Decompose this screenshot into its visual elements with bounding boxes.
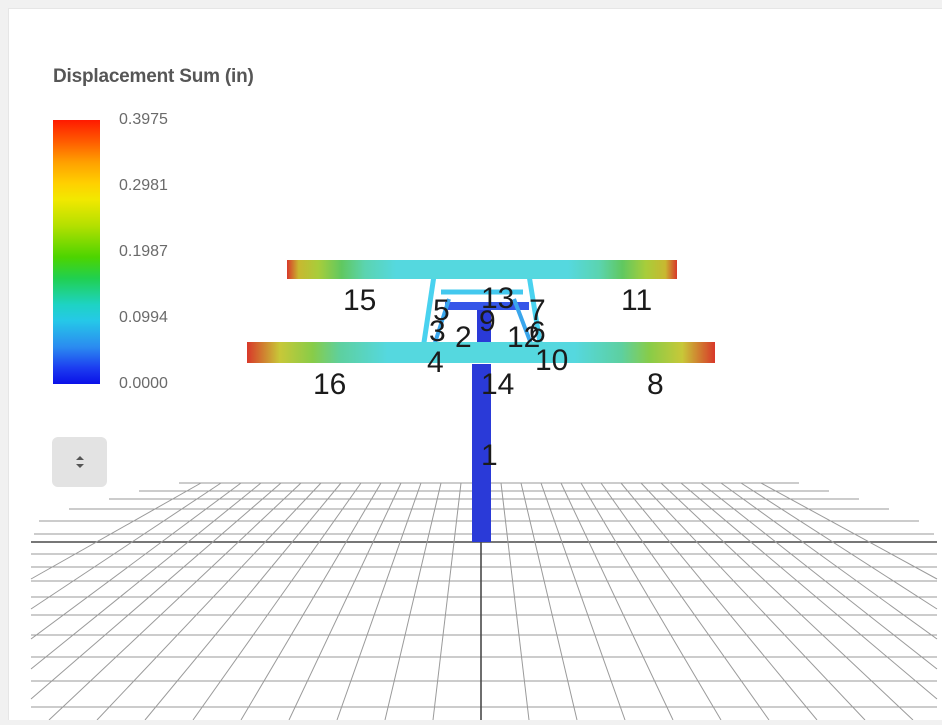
- node-label-7: 7: [529, 294, 546, 327]
- node-label-16: 16: [313, 368, 346, 401]
- 3d-model-scene[interactable]: 15 13 11 5 7 9 3 2 6 12 4 10 16 14 8 1: [9, 9, 942, 720]
- legend-colorbar: [53, 120, 100, 384]
- updown-chevron-icon: [75, 456, 84, 468]
- ground-grid: [30, 482, 938, 720]
- lower-beam[interactable]: [247, 342, 715, 363]
- structure-model[interactable]: [247, 260, 715, 542]
- legend-tick-3: 0.1987: [119, 243, 168, 260]
- brace-right-inner: [512, 298, 535, 350]
- node-label-8: 8: [647, 368, 664, 401]
- node-labels: 15 13 11 5 7 9 3 2 6 12 4 10 16 14 8 1: [313, 282, 664, 472]
- node-label-15: 15: [343, 284, 376, 317]
- node-label-4: 4: [427, 346, 444, 379]
- legend-title: Displacement Sum (in): [53, 66, 254, 87]
- legend-toggle-button[interactable]: [52, 437, 107, 487]
- brace-left-upper: [420, 268, 438, 350]
- node-label-3: 3: [429, 315, 446, 348]
- legend-tick-2: 0.2981: [119, 177, 168, 194]
- legend-tick-4: 0.0994: [119, 309, 168, 326]
- node-label-11: 11: [621, 284, 652, 317]
- node-label-14: 14: [481, 368, 514, 401]
- node-label-13: 13: [481, 282, 514, 315]
- legend-tick-max: 0.3975: [119, 111, 168, 128]
- node-label-5: 5: [433, 294, 450, 327]
- node-label-12: 12: [507, 321, 540, 354]
- brace-left-inner: [431, 298, 451, 350]
- upper-post: [477, 309, 491, 344]
- member-1-post[interactable]: [472, 364, 491, 542]
- legend-tick-min: 0.0000: [119, 375, 168, 392]
- upper-beam[interactable]: [287, 260, 677, 279]
- node-label-1: 1: [481, 439, 498, 472]
- node-label-10: 10: [535, 344, 568, 377]
- brace-right-upper: [525, 268, 544, 350]
- node-label-2: 2: [455, 321, 472, 354]
- node-label-9: 9: [479, 305, 496, 338]
- model-viewport[interactable]: 15 13 11 5 7 9 3 2 6 12 4 10 16 14 8 1 D…: [8, 8, 942, 720]
- top-cross-beam: [445, 302, 529, 310]
- node-label-6: 6: [529, 316, 546, 349]
